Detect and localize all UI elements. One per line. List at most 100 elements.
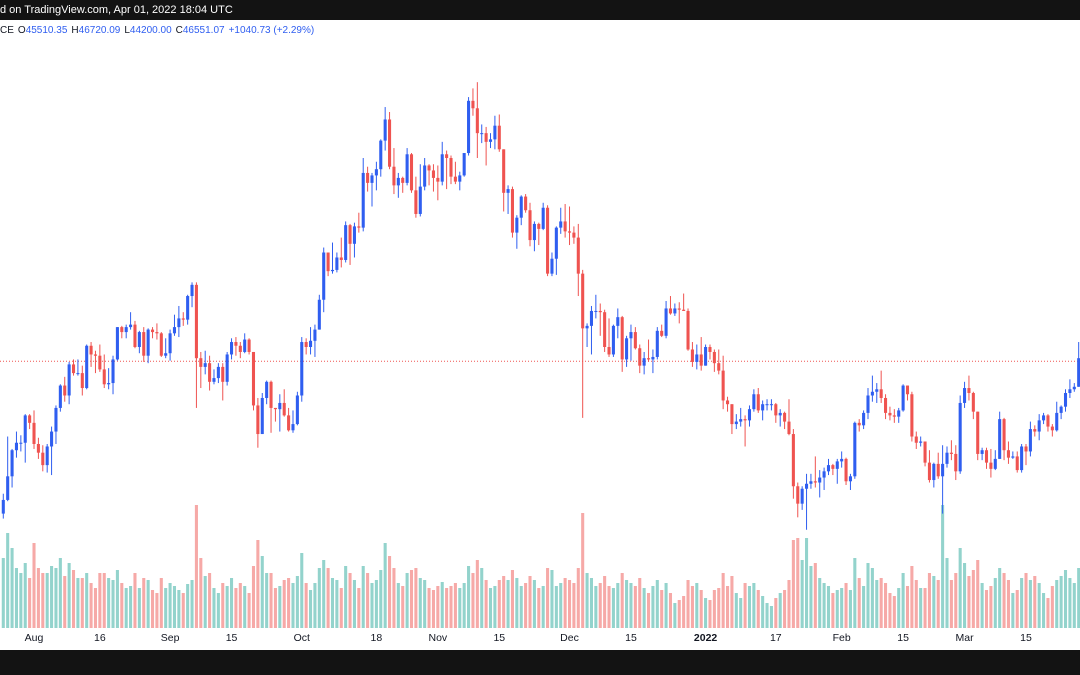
volume-bar <box>1006 580 1010 628</box>
volume-bar <box>63 576 67 628</box>
volume-bar <box>730 576 734 628</box>
candle-body <box>36 443 40 453</box>
candle-body <box>712 351 716 364</box>
volume-bar <box>914 580 918 628</box>
candle-body <box>238 345 242 352</box>
candle-body <box>181 318 185 320</box>
volume-bar <box>216 593 220 628</box>
volume-bar <box>765 603 769 628</box>
volume-bar <box>45 573 49 628</box>
volume-bar <box>646 593 651 628</box>
candle-body <box>708 347 712 352</box>
volume-bar <box>875 580 879 628</box>
volume-bar <box>238 583 242 628</box>
candle-body <box>559 221 563 228</box>
volume-bar <box>980 583 984 628</box>
candle-body <box>835 461 839 469</box>
candle-body <box>383 119 387 141</box>
volume-bar <box>23 563 27 628</box>
candle-body <box>664 308 668 336</box>
candle-body <box>216 366 220 379</box>
volume-bar <box>1020 578 1024 628</box>
volume-bar <box>589 578 594 628</box>
volume-bar <box>554 586 558 628</box>
candle-body <box>273 407 277 410</box>
legend-change: +1040.73 (+2.29%) <box>229 25 315 36</box>
volume-bar <box>89 583 93 628</box>
candle-body <box>629 332 633 339</box>
volume-bar <box>954 573 958 628</box>
candle-body <box>870 391 874 396</box>
volume-bar <box>506 580 510 628</box>
candle-body <box>71 364 76 374</box>
candle-body <box>212 378 216 382</box>
candle-body <box>107 383 111 385</box>
volume-bar <box>879 578 883 628</box>
candle-body <box>607 347 611 355</box>
candle-body <box>875 389 879 392</box>
candle-body <box>686 310 690 350</box>
candle-body <box>471 100 475 109</box>
candle-body <box>914 436 918 443</box>
candle-body <box>805 483 809 489</box>
candle-body <box>458 175 462 182</box>
candle-body <box>646 358 651 360</box>
volume-bar <box>603 576 607 628</box>
candle-body <box>1037 420 1041 432</box>
volume-bar <box>963 563 967 628</box>
volume-bar <box>10 548 14 628</box>
volume-bar <box>1011 593 1015 628</box>
volume-bar <box>230 578 234 628</box>
volume-bar <box>910 566 914 628</box>
candle-body <box>133 324 137 348</box>
volume-bar <box>550 570 554 628</box>
volume-bar <box>427 588 431 628</box>
volume-bar <box>971 570 975 628</box>
candle-body <box>278 402 282 410</box>
candle-body <box>783 412 787 422</box>
candle-body <box>269 381 273 408</box>
volume-bar <box>168 583 172 628</box>
candle-body <box>409 154 414 191</box>
volume-bar <box>853 558 857 628</box>
volume-bar <box>414 568 418 628</box>
candle-body <box>695 354 699 362</box>
candle-body <box>791 434 795 487</box>
volume-bar <box>761 596 765 628</box>
volume-bar <box>862 586 866 628</box>
volume-bar <box>594 586 598 628</box>
volume-bar <box>559 583 563 628</box>
candle-body <box>677 308 681 310</box>
x-tick-label: 15 <box>1020 632 1032 644</box>
candle-body <box>85 345 89 389</box>
candle-body <box>954 453 958 472</box>
volume-bar <box>919 588 923 628</box>
candle-body <box>761 404 765 411</box>
volume-bar <box>93 588 98 628</box>
volume-bar <box>945 558 949 628</box>
volume-bar <box>1046 598 1050 628</box>
volume-bar <box>1059 576 1063 628</box>
volume-bar <box>651 586 655 628</box>
volume-bar <box>6 533 10 628</box>
x-tick-label: 16 <box>94 632 106 644</box>
volume-bar <box>85 573 89 628</box>
candle-body <box>295 395 299 425</box>
candle-body <box>638 348 642 366</box>
candle-body <box>150 329 155 333</box>
volume-bar <box>809 566 813 628</box>
candle-body <box>519 196 523 218</box>
volume-bar <box>309 590 313 628</box>
volume-bar <box>76 578 80 628</box>
candle-body <box>247 339 251 352</box>
volume-bar <box>1055 580 1059 628</box>
candle-body <box>673 308 677 314</box>
candle-body <box>510 189 514 233</box>
volume-bar <box>251 566 256 628</box>
candle-body <box>660 330 664 336</box>
candle-body <box>6 476 10 500</box>
volume-bar <box>546 568 550 628</box>
volume-bar <box>295 576 299 628</box>
